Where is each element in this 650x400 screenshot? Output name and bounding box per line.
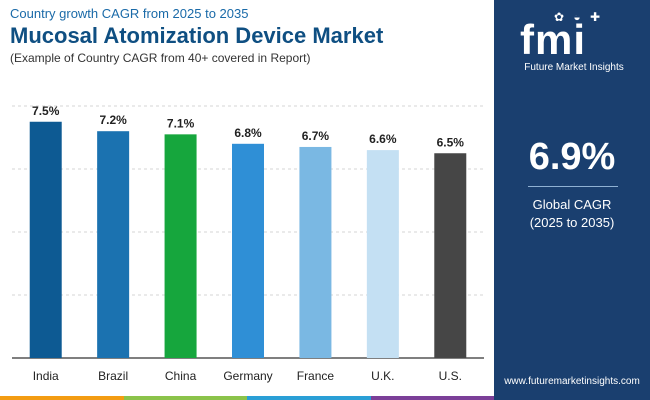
logo-text: fmi: [520, 16, 586, 63]
accent-segment: [123, 396, 247, 400]
accent-segment: [247, 396, 371, 400]
bar-chart: 7.5% India 7.2% Brazil 7.1% China 6.8% Germany 6…: [12, 104, 484, 383]
global-cagr-period: (2025 to 2035): [529, 215, 615, 230]
data-label: 6.7%: [302, 129, 330, 143]
global-cagr-label: Global CAGR (2025 to 2035): [494, 196, 650, 232]
x-tick-label: Germany: [223, 369, 272, 383]
x-tick-label: Brazil: [98, 369, 128, 383]
bar-france: [299, 146, 332, 358]
accent-bar: [0, 396, 494, 400]
bar-china: [164, 134, 197, 358]
logo-symbols-icon: ✿ ◒ ✚: [554, 10, 604, 24]
chart-header: Country growth CAGR from 2025 to 2035 Mu…: [10, 6, 490, 66]
bar-us: [434, 153, 467, 358]
x-tick-label: China: [165, 369, 197, 383]
x-tick-label: U.K.: [371, 369, 394, 383]
bar-germany: [232, 143, 264, 358]
bar-brazil: [97, 131, 130, 358]
website-link[interactable]: www.futuremarketinsights.com: [504, 376, 640, 387]
fmi-logo: ✿ ◒ ✚ fmi Future Market Insights: [514, 8, 634, 78]
bar-uk: [366, 150, 399, 358]
data-label: 6.8%: [234, 126, 262, 140]
logo-caption: Future Market Insights: [524, 62, 624, 73]
divider: [528, 186, 618, 187]
chart-title: Mucosal Atomization Device Market: [10, 23, 384, 48]
x-tick-label: India: [33, 369, 59, 383]
accent-segment: [0, 396, 124, 400]
chart-subtitle: Country growth CAGR from 2025 to 2035: [10, 6, 249, 21]
data-label: 7.1%: [167, 116, 195, 130]
global-cagr-title: Global CAGR: [532, 197, 612, 212]
data-label: 6.5%: [437, 135, 465, 149]
x-tick-label: France: [297, 369, 335, 383]
data-label: 7.5%: [32, 104, 60, 118]
summary-panel: ✿ ◒ ✚ fmi Future Market Insights 6.9% Gl…: [494, 0, 650, 400]
x-tick-label: U.S.: [439, 369, 462, 383]
data-label: 7.2%: [99, 113, 127, 127]
bar-india: [29, 121, 62, 358]
global-cagr-value: 6.9%: [528, 136, 616, 178]
chart-note: (Example of Country CAGR from 40+ covere…: [10, 51, 311, 65]
data-label: 6.6%: [369, 132, 397, 146]
accent-segment: [370, 396, 494, 400]
